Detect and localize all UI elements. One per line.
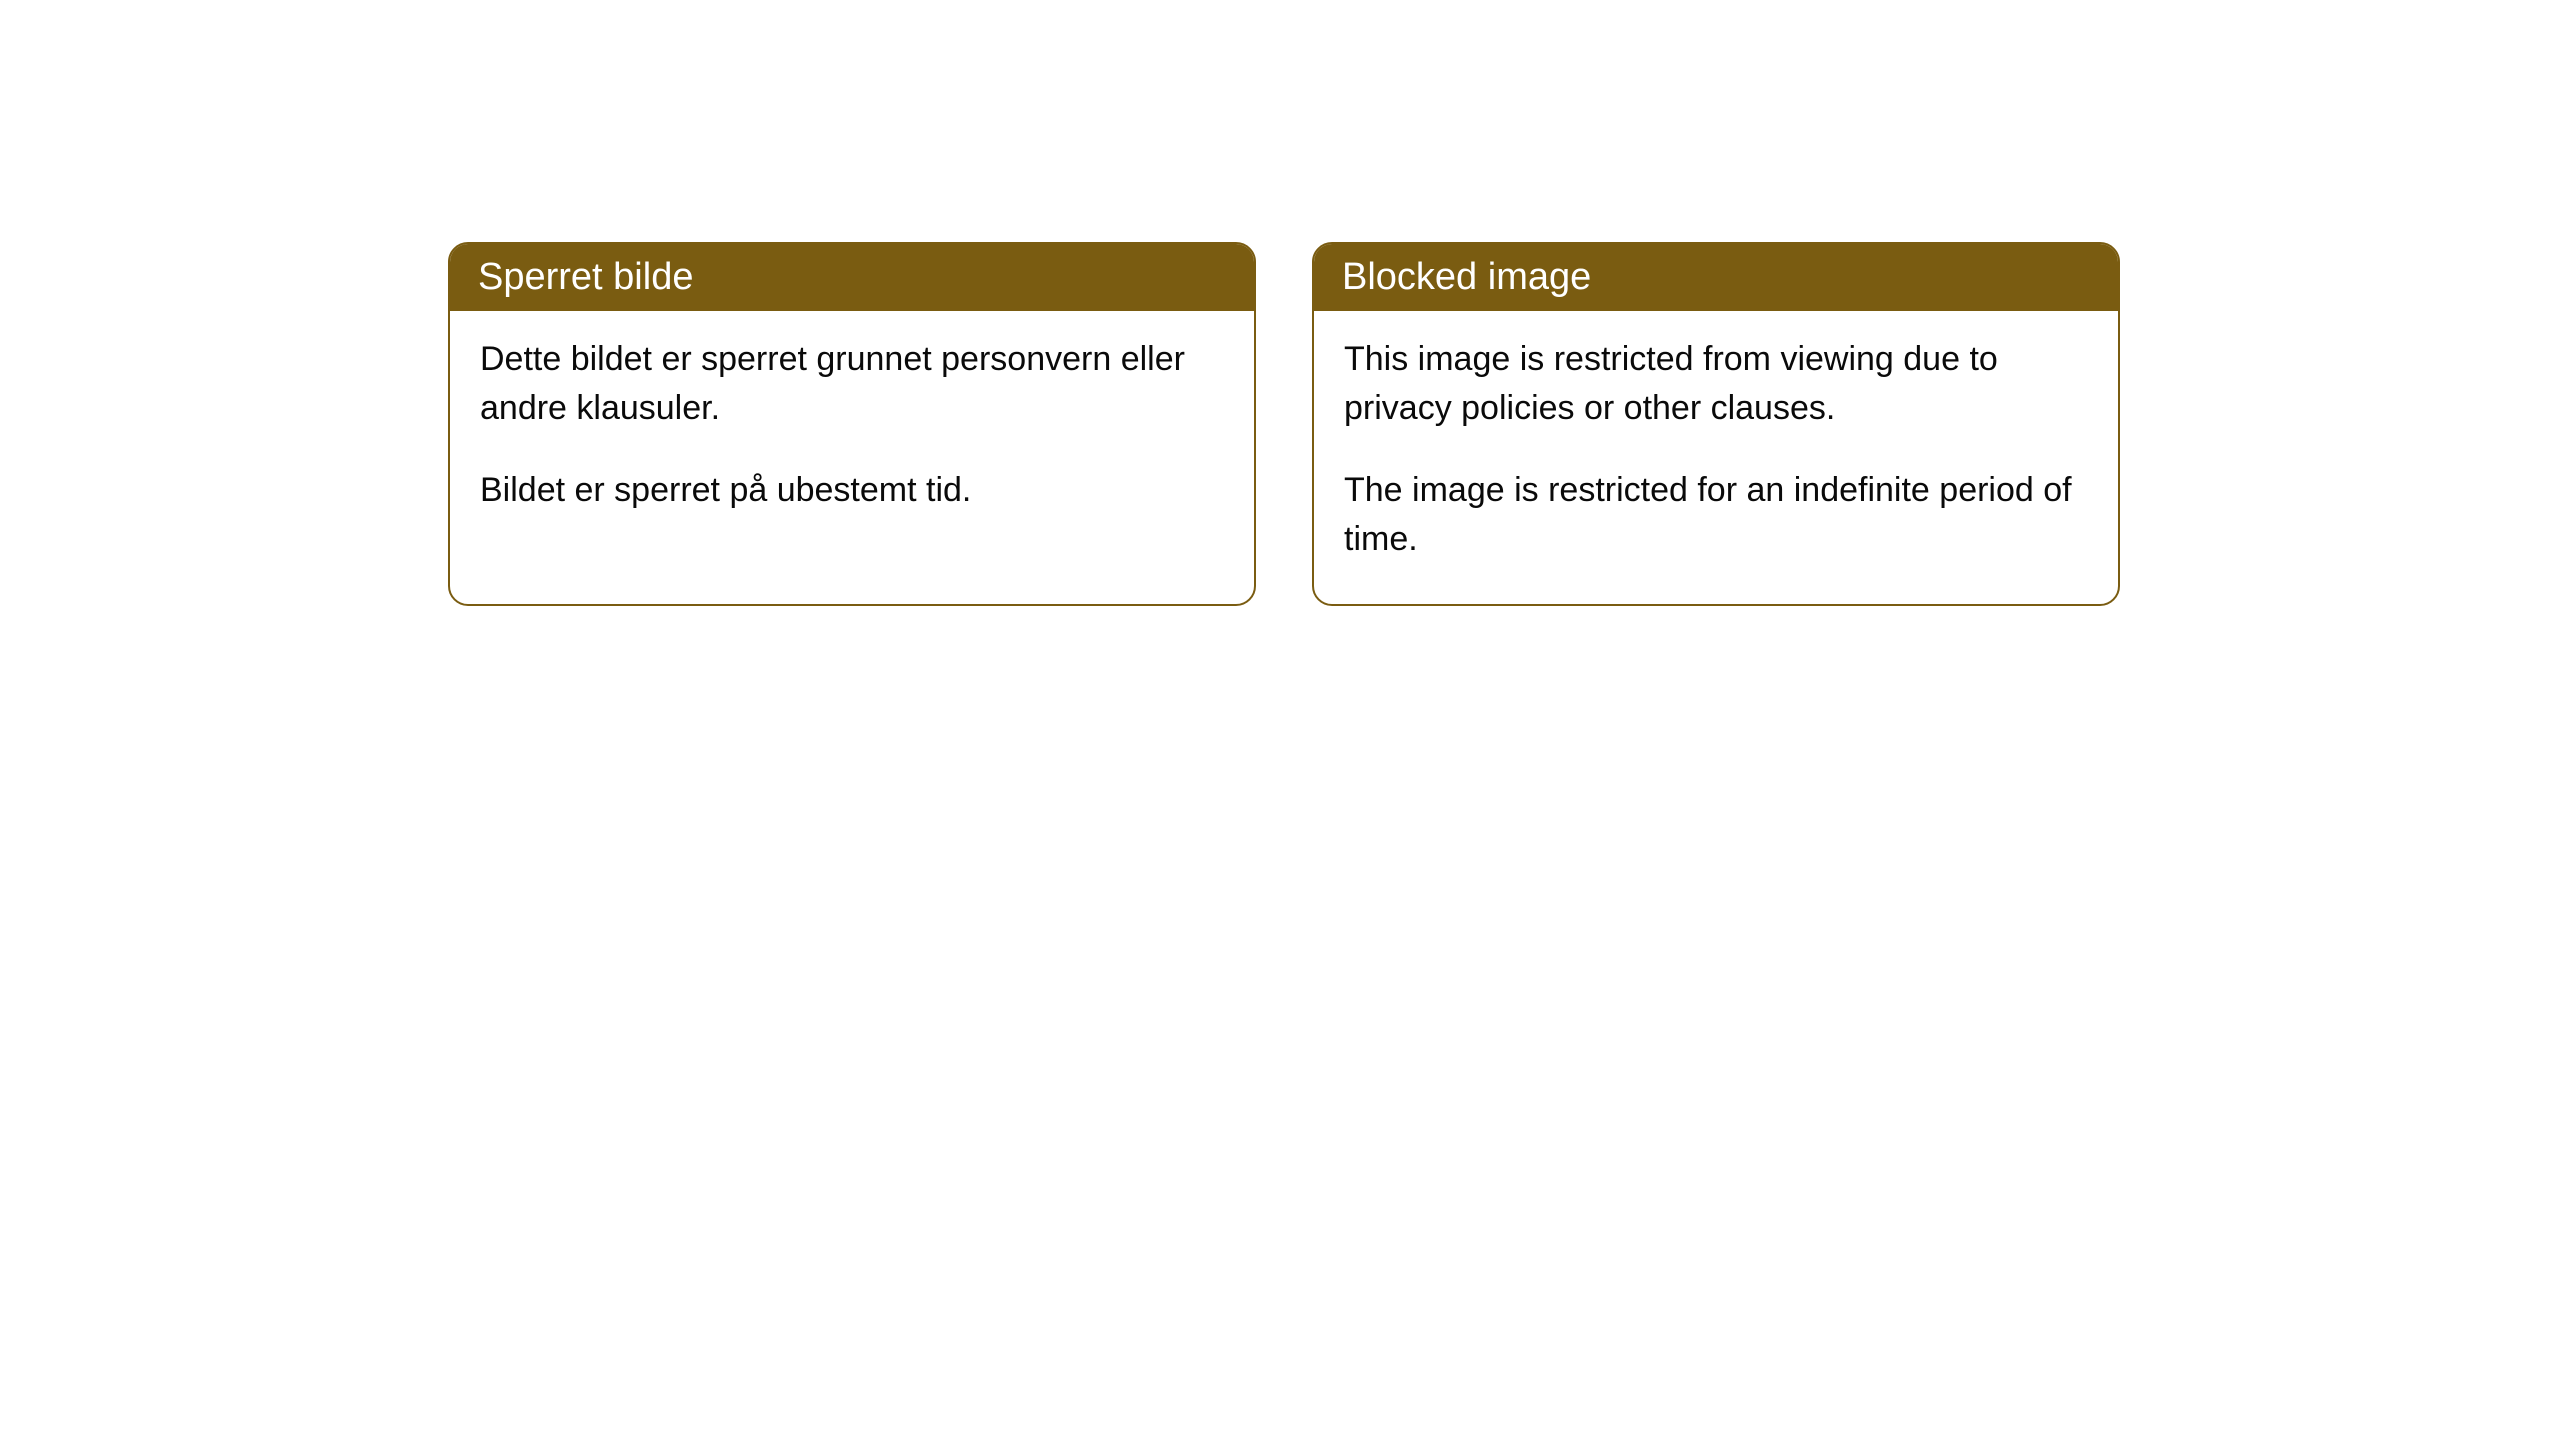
notice-card-english: Blocked image This image is restricted f… bbox=[1312, 242, 2120, 606]
card-paragraph: The image is restricted for an indefinit… bbox=[1344, 466, 2088, 565]
card-header: Sperret bilde bbox=[450, 244, 1254, 311]
card-body: Dette bildet er sperret grunnet personve… bbox=[450, 311, 1254, 555]
card-paragraph: Dette bildet er sperret grunnet personve… bbox=[480, 335, 1224, 434]
card-paragraph: This image is restricted from viewing du… bbox=[1344, 335, 2088, 434]
card-header: Blocked image bbox=[1314, 244, 2118, 311]
card-body: This image is restricted from viewing du… bbox=[1314, 311, 2118, 604]
notice-card-norwegian: Sperret bilde Dette bildet er sperret gr… bbox=[448, 242, 1256, 606]
notice-container: Sperret bilde Dette bildet er sperret gr… bbox=[0, 0, 2560, 606]
card-paragraph: Bildet er sperret på ubestemt tid. bbox=[480, 466, 1224, 515]
